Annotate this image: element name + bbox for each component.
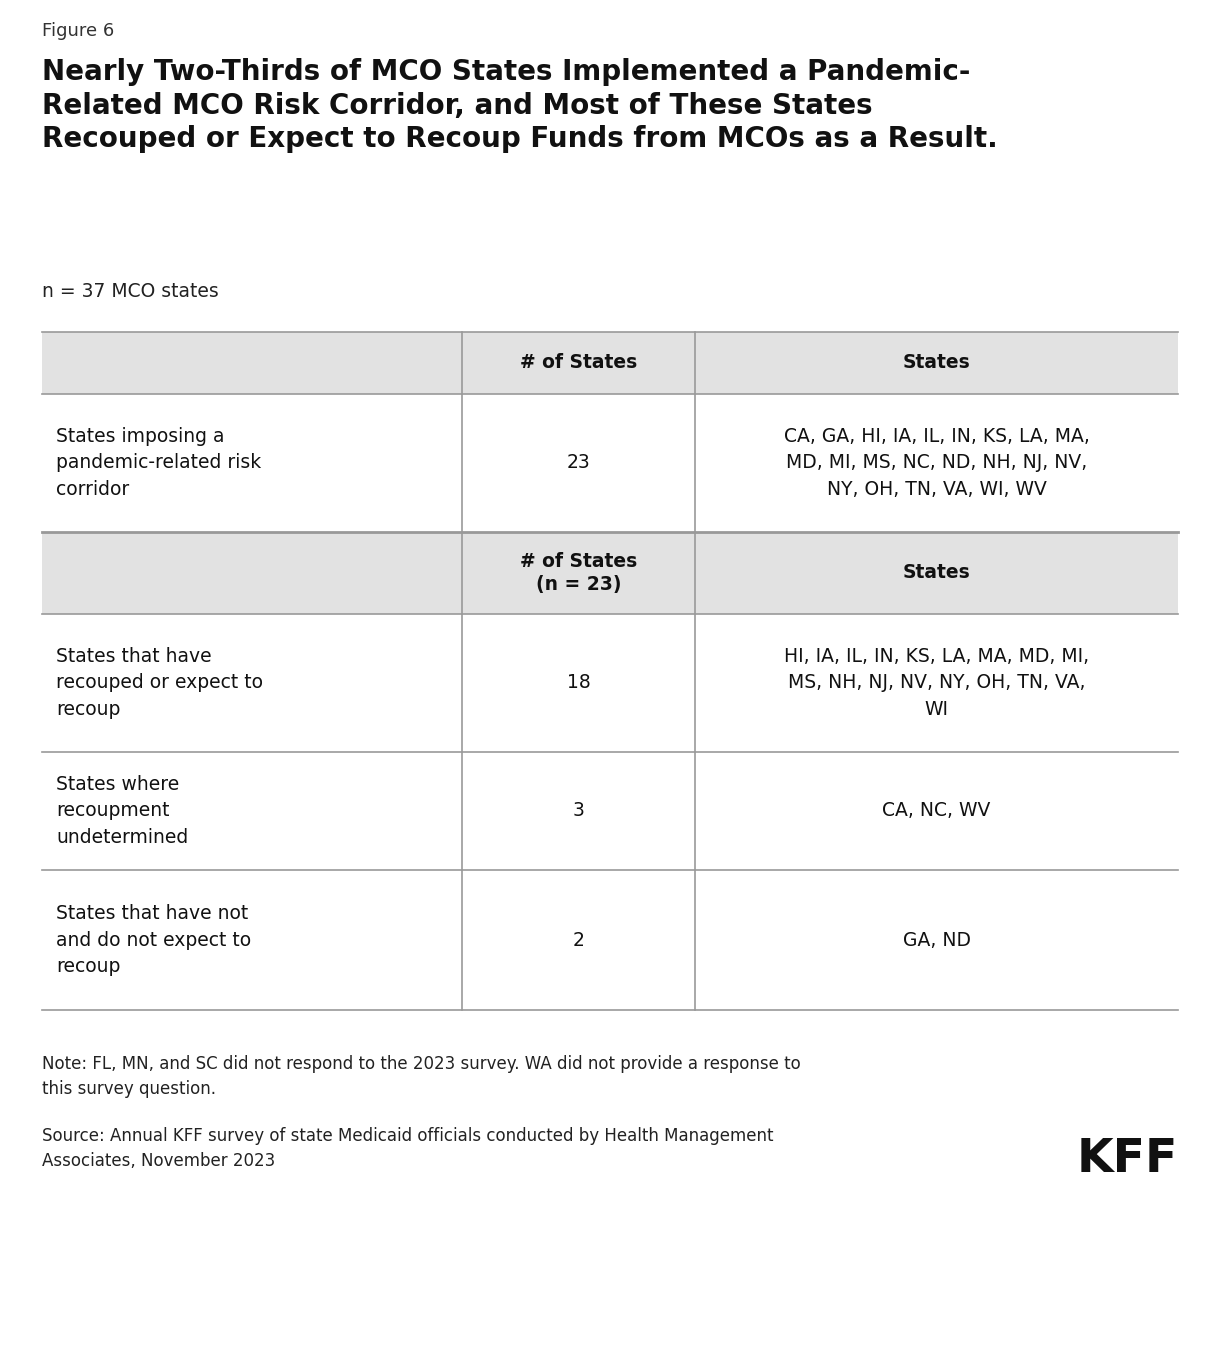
Text: States where
recoupment
undetermined: States where recoupment undetermined (56, 775, 188, 847)
Bar (41, 394, 1179, 532)
Text: States that have
recouped or expect to
recoup: States that have recouped or expect to r… (56, 647, 264, 718)
Text: GA, ND: GA, ND (903, 930, 971, 949)
Text: # of States: # of States (520, 353, 637, 372)
Text: 3: 3 (573, 802, 584, 821)
Text: Figure 6: Figure 6 (41, 22, 115, 40)
Bar (41, 752, 1179, 869)
Bar (41, 869, 1179, 1010)
Bar (41, 613, 1179, 752)
Text: States: States (903, 353, 970, 372)
Bar (41, 332, 1179, 394)
Text: States that have not
and do not expect to
recoup: States that have not and do not expect t… (56, 905, 251, 976)
Text: States: States (903, 563, 970, 582)
Bar (41, 532, 1179, 613)
Text: # of States
(n = 23): # of States (n = 23) (520, 551, 637, 594)
Text: CA, NC, WV: CA, NC, WV (882, 802, 991, 821)
Text: Source: Annual KFF survey of state Medicaid officials conducted by Health Manage: Source: Annual KFF survey of state Medic… (41, 1127, 773, 1170)
Text: CA, GA, HI, IA, IL, IN, KS, LA, MA,
MD, MI, MS, NC, ND, NH, NJ, NV,
NY, OH, TN, : CA, GA, HI, IA, IL, IN, KS, LA, MA, MD, … (783, 427, 1089, 499)
Text: 23: 23 (567, 453, 590, 473)
Text: 2: 2 (573, 930, 584, 949)
Text: States imposing a
pandemic-related risk
corridor: States imposing a pandemic-related risk … (56, 427, 261, 499)
Text: n = 37 MCO states: n = 37 MCO states (41, 282, 218, 301)
Text: Nearly Two-Thirds of MCO States Implemented a Pandemic-
Related MCO Risk Corrido: Nearly Two-Thirds of MCO States Implemen… (41, 58, 998, 154)
Text: Note: FL, MN, and SC did not respond to the 2023 survey. WA did not provide a re: Note: FL, MN, and SC did not respond to … (41, 1055, 800, 1099)
Text: HI, IA, IL, IN, KS, LA, MA, MD, MI,
MS, NH, NJ, NV, NY, OH, TN, VA,
WI: HI, IA, IL, IN, KS, LA, MA, MD, MI, MS, … (784, 647, 1089, 718)
Text: KFF: KFF (1076, 1136, 1179, 1182)
Text: 18: 18 (567, 674, 590, 693)
